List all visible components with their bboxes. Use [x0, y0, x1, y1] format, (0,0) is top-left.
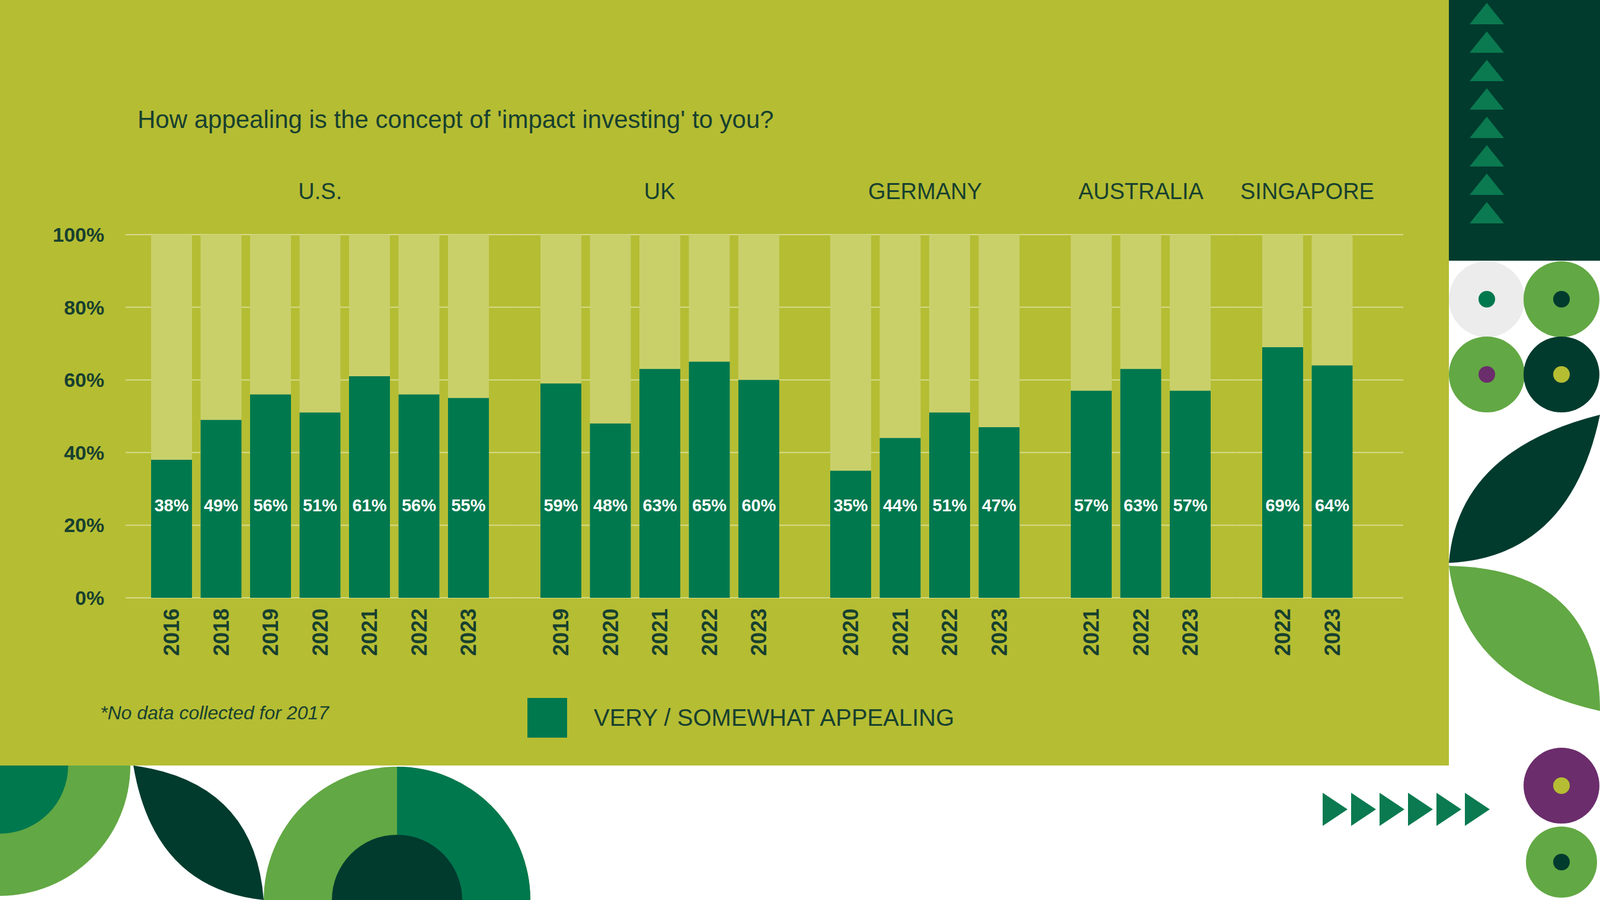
html-text:SINGAPORE: SINGAPORE	[1240, 178, 1375, 204]
svg-text:2021: 2021	[647, 608, 672, 656]
svg-text:2018: 2018	[209, 608, 234, 656]
html-text:VERY / SOMEWHAT APPEALING: VERY / SOMEWHAT APPEALING	[593, 704, 955, 731]
html-text:How appealing is the concept o: How appealing is the concept of 'impact …	[137, 105, 774, 134]
svg-text:2023: 2023	[987, 608, 1012, 656]
svg-text:57%: 57%	[1073, 496, 1109, 515]
svg-text:2023: 2023	[456, 608, 481, 656]
svg-text:2020: 2020	[838, 608, 863, 656]
svg-text:56%: 56%	[253, 496, 288, 515]
svg-text:60%: 60%	[64, 368, 105, 392]
svg-text:51%: 51%	[302, 496, 338, 515]
html-text:U.S.: U.S.	[298, 178, 343, 204]
svg-text:65%: 65%	[691, 496, 726, 515]
svg-text:60%: 60%	[741, 496, 776, 515]
html-text:UK: UK	[644, 178, 676, 204]
svg-text:2023: 2023	[1178, 608, 1203, 656]
html-text:*No data collected for 2017: *No data collected for 2017	[100, 702, 329, 724]
svg-text:2021: 2021	[357, 608, 382, 656]
svg-text:56%: 56%	[401, 496, 437, 515]
svg-text:2021: 2021	[1079, 608, 1104, 656]
svg-text:2023: 2023	[746, 608, 771, 656]
svg-text:2022: 2022	[937, 608, 962, 656]
html-text:AUSTRALIA: AUSTRALIA	[1078, 178, 1204, 204]
svg-text:2016: 2016	[159, 608, 184, 656]
svg-text:35%: 35%	[833, 496, 868, 515]
svg-text:100%: 100%	[52, 223, 105, 246]
svg-text:40%: 40%	[64, 441, 105, 464]
svg-text:2022: 2022	[407, 608, 432, 656]
svg-text:2019: 2019	[258, 608, 283, 656]
svg-text:0%: 0%	[75, 586, 105, 610]
svg-text:61%: 61%	[352, 496, 387, 515]
svg-text:51%: 51%	[932, 496, 967, 515]
svg-text:48%: 48%	[592, 496, 627, 515]
svg-text:38%: 38%	[154, 496, 189, 515]
svg-text:80%: 80%	[64, 296, 105, 319]
svg-text:2019: 2019	[548, 608, 574, 656]
svg-text:2021: 2021	[888, 608, 913, 656]
svg-text:57%: 57%	[1172, 496, 1208, 515]
svg-text:2020: 2020	[308, 608, 333, 656]
svg-text:69%: 69%	[1265, 496, 1300, 515]
svg-text:63%: 63%	[1123, 496, 1158, 515]
svg-text:47%: 47%	[981, 496, 1017, 515]
svg-text:55%: 55%	[450, 496, 486, 515]
svg-text:63%: 63%	[642, 496, 677, 515]
svg-text:44%: 44%	[882, 496, 918, 515]
svg-text:2023: 2023	[1319, 608, 1344, 656]
svg-text:20%: 20%	[64, 513, 105, 537]
svg-text:49%: 49%	[203, 496, 239, 515]
svg-text:2020: 2020	[597, 608, 623, 656]
svg-text:2022: 2022	[696, 608, 722, 656]
svg-text:2022: 2022	[1270, 608, 1295, 656]
svg-text:59%: 59%	[543, 496, 578, 515]
html-text:GERMANY: GERMANY	[868, 178, 982, 204]
svg-text:64%: 64%	[1314, 496, 1349, 515]
svg-text:2022: 2022	[1128, 608, 1154, 656]
